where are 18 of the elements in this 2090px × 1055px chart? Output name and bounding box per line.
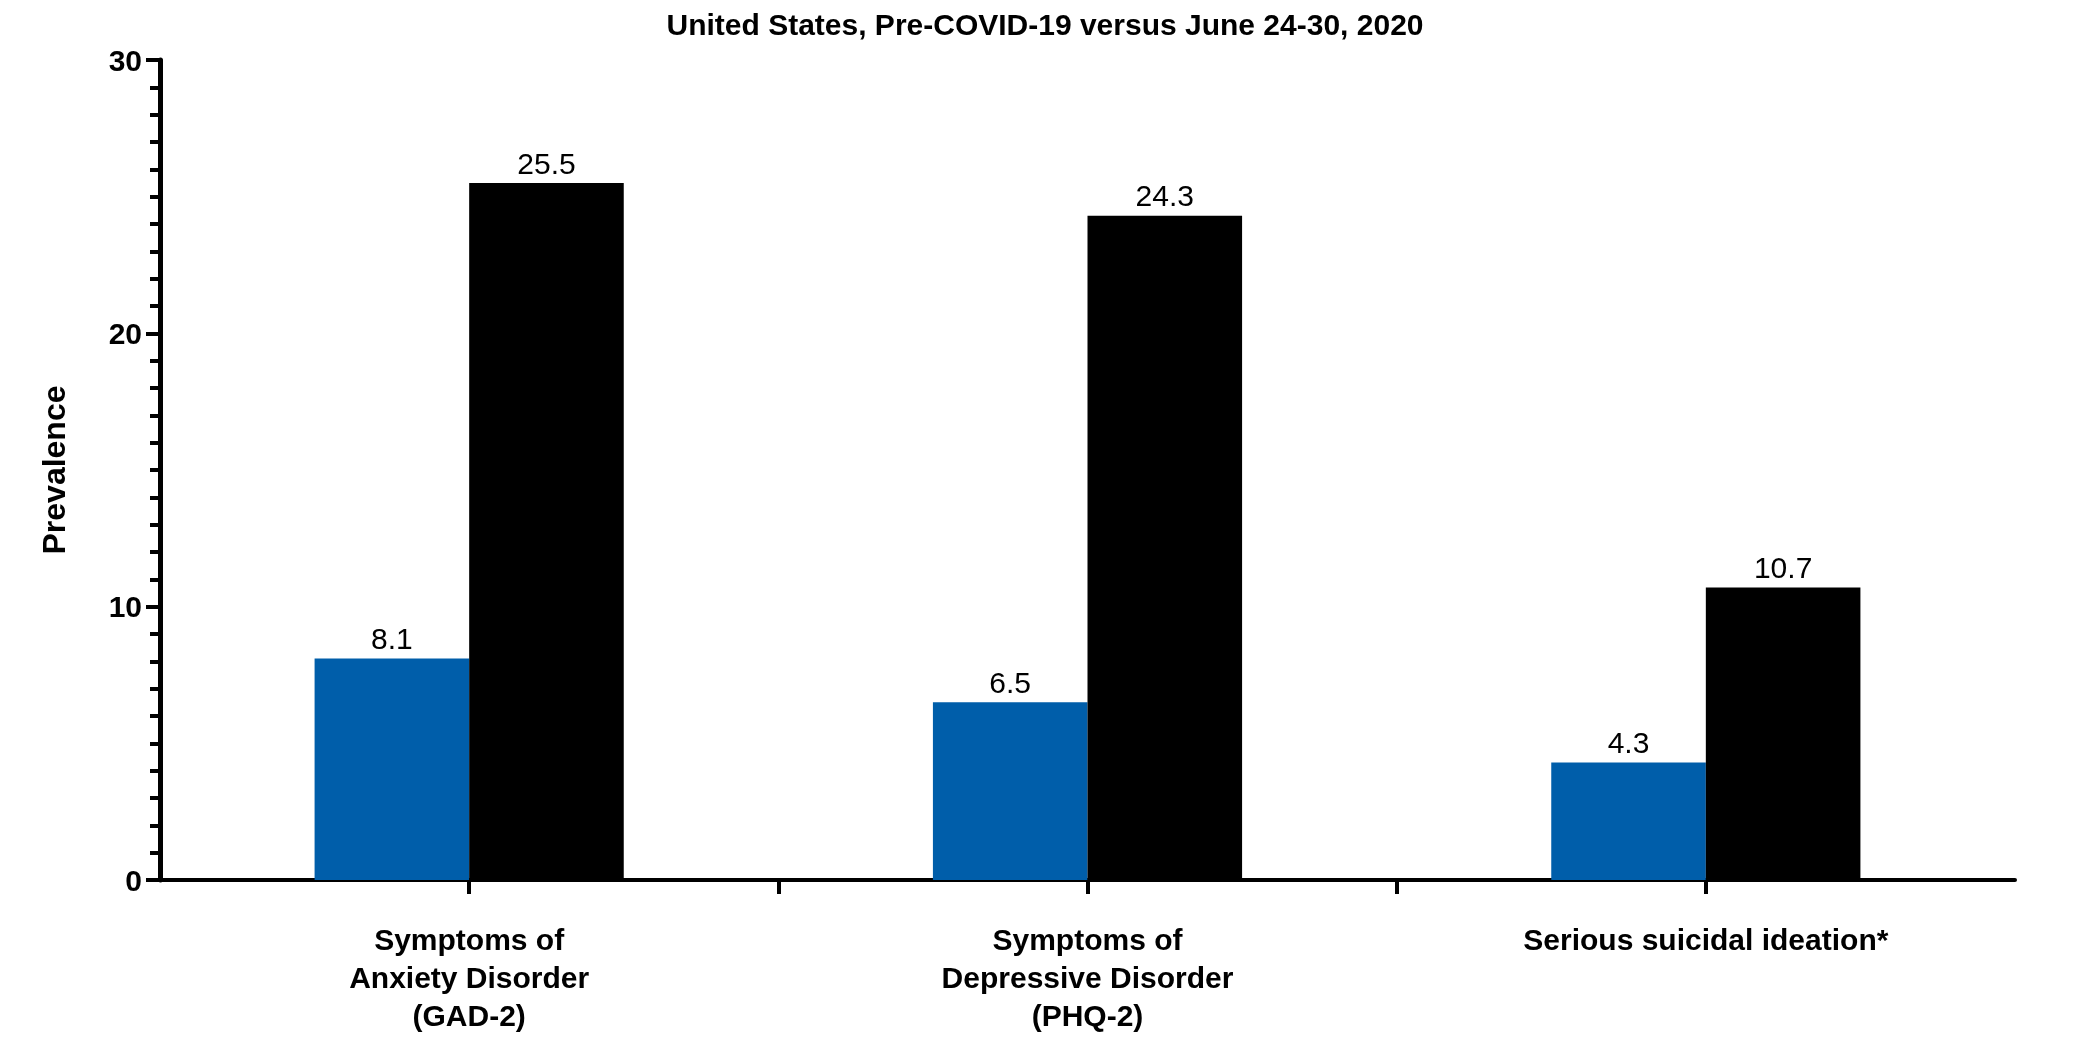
x-tick-label: Symptoms of Depressive Disorder (PHQ-2) xyxy=(941,922,1234,1032)
x-tick-label: Symptoms of Anxiety Disorder (GAD-2) xyxy=(349,922,590,1032)
data-label: 4.3 xyxy=(1607,725,1650,759)
data-label: 25.5 xyxy=(517,146,576,180)
chart-title: United States, Pre-COVID-19 versus June 24-30, 2020 xyxy=(666,7,1424,41)
data-label: 8.1 xyxy=(371,622,413,656)
bar xyxy=(314,658,470,880)
bar xyxy=(932,702,1088,880)
y-tick-label: 0 xyxy=(125,863,142,897)
data-label: 6.5 xyxy=(989,665,1032,699)
y-axis-title: Prevalence xyxy=(36,385,72,555)
y-tick-label: 10 xyxy=(108,590,142,624)
data-label: 10.7 xyxy=(1753,551,1813,585)
bar xyxy=(1551,762,1706,880)
y-tick-label: 20 xyxy=(108,316,142,350)
x-tick-label: Serious suicidal ideation* xyxy=(1523,922,1889,956)
data-label: 24.3 xyxy=(1135,179,1194,213)
y-tick-label: 30 xyxy=(108,43,142,77)
